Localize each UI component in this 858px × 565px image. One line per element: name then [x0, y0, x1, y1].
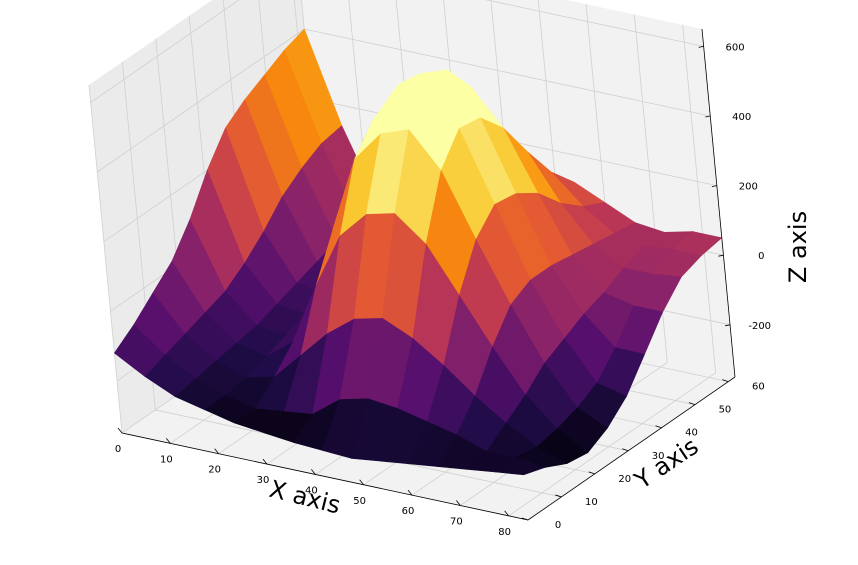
- x-grid-line: [508, 372, 716, 517]
- x-tick-mark: [214, 448, 219, 454]
- z-tick-label: 600: [726, 42, 745, 53]
- x-tick-mark: [262, 458, 268, 465]
- z-tick-label: -200: [748, 321, 771, 332]
- z-grid-line: [485, 0, 704, 47]
- x-tick-mark: [456, 500, 461, 506]
- y-tick-mark: [655, 425, 662, 429]
- x-tick-mark: [311, 469, 316, 475]
- y-tick-mark: [521, 517, 529, 521]
- tick-labels: 0 10 20 30 40 50 60 70 80 0 10 20 30 40 50 60 -200 0 200 40…: [115, 42, 771, 537]
- x-tick-label: 40: [305, 485, 318, 496]
- y-grid-line: [88, 84, 123, 434]
- y-axis-line: [527, 376, 736, 521]
- x-grid-line: [682, 24, 717, 373]
- z-grid-line: [97, 28, 305, 173]
- x-tick-label: 30: [257, 475, 270, 486]
- z-tick-mark: [698, 46, 704, 48]
- z-tick-mark: [718, 254, 724, 257]
- z-axis-line: [701, 28, 736, 378]
- x-tick-mark: [504, 510, 509, 517]
- x-tick-label: 10: [160, 454, 173, 465]
- y-tick-mark: [622, 448, 629, 452]
- z-tick-label: 400: [732, 112, 751, 123]
- x-tick-mark: [359, 479, 364, 486]
- z-axis-label: Z axis: [784, 211, 812, 283]
- surface-plot: [113, 28, 723, 476]
- y-tick-label: 60: [752, 382, 765, 393]
- y-tick-label: 30: [652, 451, 665, 462]
- x-tick-label: 50: [353, 496, 366, 507]
- y-tick-label: 40: [685, 428, 698, 439]
- x-tick-mark: [407, 489, 413, 496]
- z-tick-mark: [711, 185, 717, 187]
- x-tick-label: 20: [208, 465, 221, 476]
- y-tick-label: 10: [585, 497, 598, 508]
- y-tick-label: 20: [618, 474, 631, 485]
- z-tick-label: 0: [758, 251, 764, 262]
- y-tick-label: 0: [555, 520, 561, 531]
- y-tick-mark: [555, 494, 562, 498]
- x-tick-mark: [117, 427, 123, 434]
- x-tick-label: 80: [498, 527, 511, 538]
- x-tick-label: 70: [450, 517, 463, 528]
- y-tick-mark: [688, 402, 696, 406]
- y-tick-label: 50: [719, 405, 732, 416]
- y-tick-mark: [588, 471, 595, 475]
- z-grid-line: [304, 28, 711, 117]
- z-tick-label: 200: [739, 182, 758, 193]
- z-grid-line: [90, 0, 240, 103]
- z-tick-mark: [724, 324, 731, 327]
- z-tick-mark: [705, 115, 711, 118]
- x-tick-label: 60: [402, 506, 415, 517]
- x-axis-label: X axis: [267, 475, 344, 520]
- x-tick-mark: [166, 438, 171, 444]
- y-tick-mark: [722, 379, 729, 382]
- surface-facet: [494, 457, 547, 476]
- x-tick-label: 0: [115, 444, 121, 455]
